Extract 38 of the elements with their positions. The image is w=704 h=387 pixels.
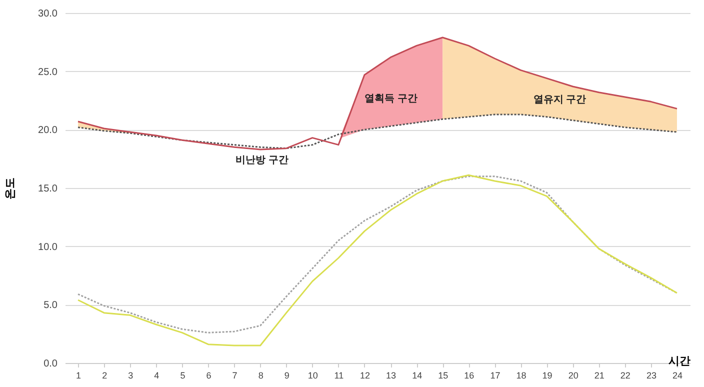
line-series [77,114,678,150]
x-tick-label: 21 [594,370,604,380]
y-tick-label: 25.0 [38,66,58,78]
x-tick-label: 20 [568,370,578,380]
x-tick-label: 18 [516,370,526,380]
x-tick-label: 19 [542,370,552,380]
x-tick-label: 22 [620,370,630,380]
x-tick-label: 4 [154,370,160,380]
y-tick-label: 20.0 [38,125,58,136]
x-tick-label: 8 [258,370,264,380]
series-label: 열유지 구간 [533,94,586,106]
y-tick-label: 30.0 [38,8,58,20]
x-tick-label: 24 [672,370,682,380]
y-tick-label: 5.0 [44,300,58,312]
x-tick-label: 14 [412,370,422,380]
x-tick-label: 7 [232,370,238,380]
x-tick-label: 10 [308,370,318,380]
annotation: 비난방 구간 [235,155,288,166]
y-axis-title: 온도 [4,178,16,200]
x-tick-label: 1 [76,370,82,380]
x-tick-label: 9 [284,370,290,380]
line-series [77,36,678,150]
x-tick-label: 11 [334,370,344,380]
x-tick-label: 12 [360,370,370,380]
x-tick-label: 15 [438,370,448,380]
y-tick-label: 10.0 [38,242,58,253]
x-tick-label: 5 [180,370,186,380]
x-tick-label: 2 [102,370,108,380]
series-label: 열획득 구간 [364,94,418,105]
x-tick-label: 13 [386,370,396,380]
x-tick-label: 16 [464,370,474,380]
x-tick-label: 6 [206,370,212,380]
x-tick-label: 3 [128,370,134,380]
x-tick-label: 23 [646,370,656,380]
x-axis-title: 시간 [668,356,690,368]
x-tick-label: 17 [490,370,500,380]
y-tick-label: 0.0 [44,358,58,370]
y-tick-label: 15.0 [38,184,58,194]
